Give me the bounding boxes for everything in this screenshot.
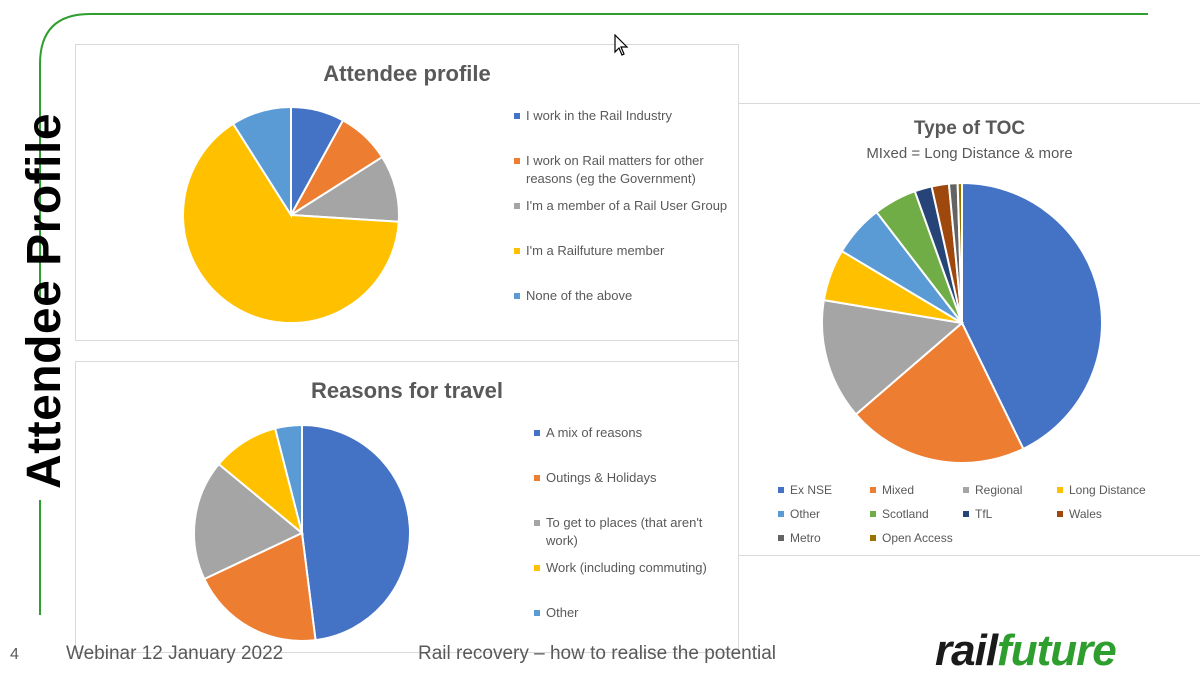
legend-item: To get to places (that aren't work) bbox=[534, 514, 734, 550]
legend-item: Outings & Holidays bbox=[534, 469, 657, 487]
attendee-profile-chart: Attendee profile I work in the Rail Indu… bbox=[75, 44, 739, 341]
legend-label: Outings & Holidays bbox=[546, 470, 657, 485]
legend-item: None of the above bbox=[514, 287, 632, 305]
legend-item: Long Distance bbox=[1057, 482, 1146, 498]
type-of-toc-title: Type of TOC bbox=[913, 118, 1026, 139]
legend-item: I'm a member of a Rail User Group bbox=[514, 197, 727, 215]
legend-swatch bbox=[514, 158, 520, 164]
legend-item: Open Access bbox=[870, 530, 953, 546]
legend-item: I work on Rail matters for other reasons… bbox=[514, 152, 734, 188]
pie-slice bbox=[193, 462, 304, 581]
legend-label: To get to places (that aren't work) bbox=[546, 515, 703, 548]
footer-date: Webinar 12 January 2022 bbox=[66, 643, 284, 664]
legend-item: I'm a Railfuture member bbox=[514, 242, 664, 260]
legend-item: A mix of reasons bbox=[534, 424, 642, 442]
legend-swatch bbox=[514, 248, 520, 254]
legend-swatch bbox=[870, 535, 876, 541]
legend-swatch bbox=[514, 203, 520, 209]
legend-item: Mixed bbox=[870, 482, 914, 498]
legend-item: Other bbox=[778, 506, 820, 522]
type-of-toc-subtitle: MIxed = Long Distance & more bbox=[866, 145, 1073, 162]
legend-swatch bbox=[778, 487, 784, 493]
legend-label: I'm a member of a Rail User Group bbox=[526, 198, 728, 213]
legend-label: Metro bbox=[790, 531, 821, 545]
attendee-profile-pie bbox=[182, 105, 400, 324]
railfuture-logo: railfuture bbox=[935, 626, 1117, 676]
pie-slice bbox=[821, 298, 965, 416]
legend-label: Scotland bbox=[882, 507, 929, 521]
legend-item: Scotland bbox=[870, 506, 929, 522]
legend-label: I work in the Rail Industry bbox=[526, 108, 672, 123]
legend-label: I'm a Railfuture member bbox=[526, 243, 665, 258]
legend-item: Work (including commuting) bbox=[534, 559, 707, 577]
legend-item: Metro bbox=[778, 530, 821, 546]
attendee-profile-title: Attendee profile bbox=[323, 61, 491, 86]
legend-swatch bbox=[534, 520, 540, 526]
legend-label: Open Access bbox=[882, 531, 953, 545]
legend-item: Other bbox=[534, 604, 579, 622]
logo-rail: rail bbox=[935, 626, 998, 675]
legend-item: TfL bbox=[963, 506, 992, 522]
legend-label: A mix of reasons bbox=[546, 425, 643, 440]
pie-slice bbox=[961, 181, 1103, 451]
legend-swatch bbox=[1057, 511, 1063, 517]
pie-slice bbox=[182, 122, 400, 324]
type-of-toc-pie bbox=[821, 181, 1103, 464]
legend-label: Other bbox=[546, 605, 579, 620]
legend-swatch bbox=[514, 113, 520, 119]
pie-slice bbox=[301, 423, 411, 642]
legend-label: TfL bbox=[975, 507, 993, 521]
reasons-for-travel-chart: Reasons for travel A mix of reasons Outi… bbox=[75, 361, 739, 653]
logo-future: future bbox=[997, 626, 1117, 675]
legend-label: Other bbox=[790, 507, 821, 521]
legend-swatch bbox=[534, 475, 540, 481]
legend-label: Work (including commuting) bbox=[546, 560, 707, 575]
legend-swatch bbox=[1057, 487, 1063, 493]
legend-swatch bbox=[870, 511, 876, 517]
reasons-for-travel-title: Reasons for travel bbox=[311, 378, 503, 403]
legend-swatch bbox=[870, 487, 876, 493]
legend-swatch bbox=[534, 430, 540, 436]
legend-label: None of the above bbox=[526, 288, 633, 303]
reasons-for-travel-pie bbox=[193, 423, 411, 642]
legend-label: Regional bbox=[975, 483, 1023, 497]
type-of-toc-chart: Type of TOC MIxed = Long Distance & more bbox=[738, 103, 1200, 556]
legend-item: I work in the Rail Industry bbox=[514, 107, 672, 125]
pie-slice bbox=[231, 105, 292, 219]
legend-swatch bbox=[534, 610, 540, 616]
pie-slice bbox=[273, 423, 303, 534]
legend-item: Wales bbox=[1057, 506, 1102, 522]
legend-item: Ex NSE bbox=[778, 482, 832, 498]
page-number: 4 bbox=[10, 646, 19, 663]
legend-label: Long Distance bbox=[1069, 483, 1146, 497]
legend-swatch bbox=[514, 293, 520, 299]
pie-slice bbox=[956, 181, 963, 324]
legend-swatch bbox=[778, 511, 784, 517]
pie-slice bbox=[854, 321, 1025, 464]
pie-slice bbox=[202, 531, 317, 642]
legend-swatch bbox=[534, 565, 540, 571]
legend-label: Ex NSE bbox=[790, 483, 833, 497]
type-of-toc-legend: Ex NSE Mixed Regional Long Distance Othe… bbox=[778, 482, 1178, 552]
slide-title: Attendee Profile bbox=[18, 112, 71, 490]
arrow-cursor-icon bbox=[614, 34, 629, 56]
legend-label: I work on Rail matters for other reasons… bbox=[526, 153, 704, 186]
footer-subject: Rail recovery – how to realise the poten… bbox=[418, 643, 777, 664]
legend-swatch bbox=[963, 487, 969, 493]
legend-label: Wales bbox=[1069, 507, 1102, 521]
legend-item: Regional bbox=[963, 482, 1022, 498]
legend-label: Mixed bbox=[882, 483, 915, 497]
legend-swatch bbox=[963, 511, 969, 517]
legend-swatch bbox=[778, 535, 784, 541]
